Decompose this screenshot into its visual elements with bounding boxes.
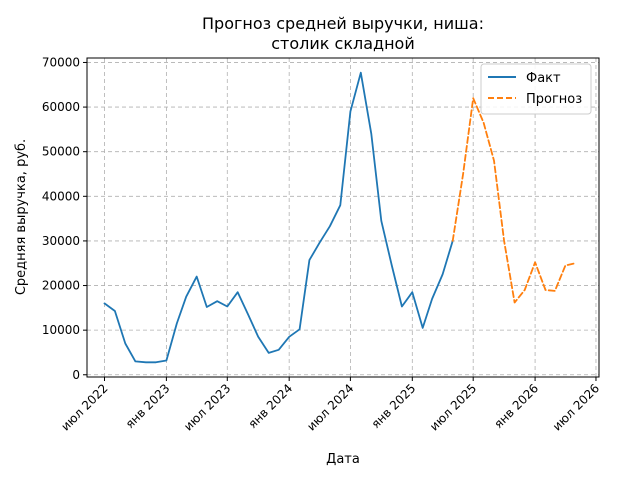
x-axis-ticks: июл 2022 янв 2023 июл 2023 янв 2024 июл 2024… — [58, 377, 602, 434]
chart-title-line-1: Прогноз средней выручки, ниша: — [202, 14, 484, 33]
x-tick-label: янв 2026 — [491, 381, 541, 431]
y-axis-label: Средняя выручка, руб. — [14, 139, 29, 295]
x-tick-label: янв 2025 — [369, 381, 419, 431]
grid-lines — [87, 58, 599, 377]
y-tick-label: 70000 — [42, 55, 80, 69]
x-tick-label: июл 2026 — [550, 381, 602, 433]
legend: Факт Прогноз — [480, 63, 592, 115]
legend-label-fact: Факт — [526, 71, 561, 86]
series-lines — [103, 71, 577, 364]
x-axis-label: Дата — [326, 452, 360, 467]
x-tick-label: июл 2024 — [304, 381, 356, 433]
x-tick-label: июл 2025 — [427, 381, 479, 433]
y-tick-label: 60000 — [42, 100, 80, 114]
x-tick-label: янв 2024 — [245, 381, 295, 431]
plot-frame — [86, 57, 600, 378]
x-tick-label: янв 2023 — [123, 381, 173, 431]
x-tick-label: июл 2022 — [58, 381, 110, 433]
y-tick-label: 30000 — [42, 234, 80, 248]
legend-label-forecast: Прогноз — [526, 92, 582, 107]
series-line-forecast — [451, 97, 577, 304]
y-tick-label: 20000 — [42, 279, 80, 293]
y-axis-ticks: 0 10000 20000 30000 40000 50000 60000 70000 — [42, 55, 87, 382]
y-tick-label: 0 — [72, 368, 80, 382]
chart-title-line-2: столик складной — [271, 34, 414, 53]
series-line-fact — [103, 71, 454, 364]
x-tick-label: июл 2023 — [181, 381, 233, 433]
y-tick-label: 10000 — [42, 323, 80, 337]
y-tick-label: 40000 — [42, 189, 80, 203]
y-tick-label: 50000 — [42, 145, 80, 159]
